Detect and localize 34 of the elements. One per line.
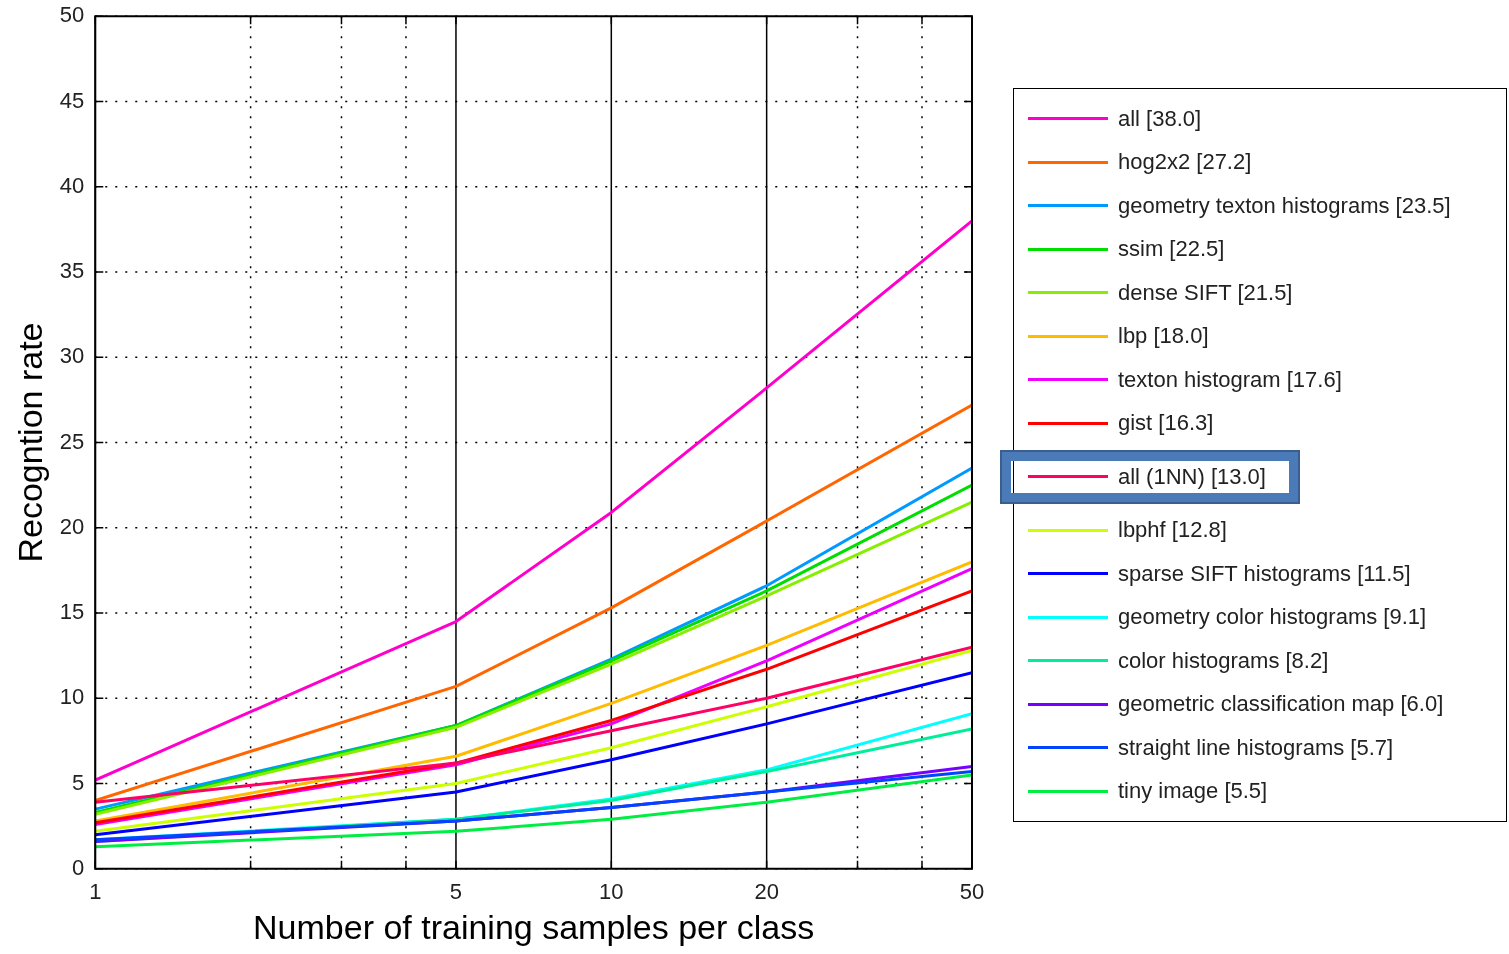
legend-label: ssim [22.5]	[1118, 236, 1225, 263]
y-tick-label: 0	[72, 854, 85, 880]
legend-label: lbp [18.0]	[1118, 323, 1209, 350]
legend-label: hog2x2 [27.2]	[1118, 149, 1252, 176]
x-tick-label: 10	[599, 879, 624, 905]
legend-label: sparse SIFT histograms [11.5]	[1118, 560, 1411, 587]
y-tick-label: 10	[59, 684, 85, 710]
legend-label: gist [16.3]	[1118, 410, 1214, 437]
legend-label: texton histogram [17.6]	[1118, 366, 1342, 393]
y-axis-title: Recogntion rate	[10, 322, 49, 563]
legend-label: geometry texton histograms [23.5]	[1118, 192, 1451, 219]
legend-label: all (1NN) [13.0]	[1118, 463, 1266, 490]
legend-label: tiny image [5.5]	[1118, 778, 1268, 805]
legend-label: color histograms [8.2]	[1118, 647, 1329, 674]
legend-label: lbphf [12.8]	[1118, 517, 1227, 544]
x-tick-label: 5	[449, 879, 463, 905]
legend-label: dense SIFT [21.5]	[1118, 279, 1293, 306]
y-tick-label: 5	[72, 769, 85, 795]
legend-label: straight line histograms [5.7]	[1118, 734, 1394, 761]
y-tick-label: 50	[59, 2, 85, 28]
y-tick-label: 20	[59, 513, 85, 539]
legend-label: geometric classification map [6.0]	[1118, 691, 1444, 718]
x-axis-title: Number of training samples per class	[253, 907, 815, 946]
x-tick-label: 1	[89, 879, 102, 905]
x-tick-label: 20	[754, 879, 779, 905]
y-tick-label: 40	[59, 172, 85, 198]
legend-label: geometry color histograms [9.1]	[1118, 604, 1427, 631]
y-tick-label: 45	[59, 87, 85, 113]
y-tick-label: 35	[59, 258, 85, 284]
y-tick-label: 25	[59, 428, 85, 454]
legend-label: all [38.0]	[1118, 105, 1202, 132]
y-tick-label: 30	[59, 343, 85, 369]
y-tick-label: 15	[59, 599, 85, 625]
x-tick-label: 50	[959, 879, 985, 905]
